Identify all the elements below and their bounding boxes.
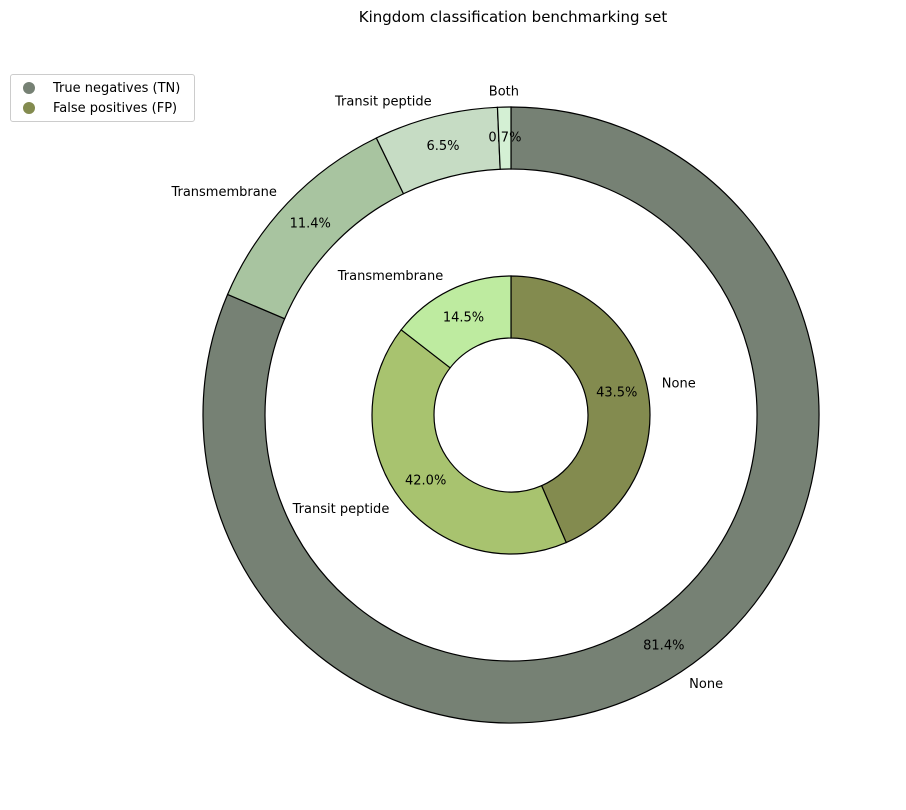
outer-slice-2-label: Transit peptide	[334, 94, 432, 109]
outer-slice-0-percent: 81.4%	[643, 639, 684, 654]
outer-slice-1-percent: 11.4%	[290, 217, 331, 232]
inner-slice-0-label: None	[662, 376, 696, 391]
inner-slice-0	[510, 275, 651, 544]
outer-slice-0-label: None	[689, 677, 723, 692]
legend-label-fp: False positives (FP)	[53, 100, 178, 116]
outer-slice-3-percent: 0.7%	[488, 131, 521, 146]
inner-slice-0-percent: 43.5%	[596, 386, 637, 401]
inner-slice-1	[371, 328, 567, 555]
inner-slice-2	[400, 275, 512, 369]
legend-marker-fp	[23, 102, 35, 114]
outer-slice-0	[202, 106, 820, 724]
legend-label-tn: True negatives (TN)	[53, 80, 181, 96]
inner-slice-2-percent: 14.5%	[443, 311, 484, 326]
legend-marker-tn	[23, 82, 35, 94]
outer-slice-1-label: Transmembrane	[170, 185, 276, 200]
legend-item-tn: True negatives (TN)	[23, 78, 180, 98]
outer-slice-2-percent: 6.5%	[426, 139, 459, 154]
inner-slice-1-label: Transit peptide	[292, 502, 390, 517]
legend-item-fp: False positives (FP)	[23, 98, 177, 118]
inner-slice-2-label: Transmembrane	[337, 269, 443, 284]
inner-slice-1-percent: 42.0%	[405, 474, 446, 489]
legend: True negatives (TN) False positives (FP)	[10, 74, 195, 122]
outer-slice-3-label: Both	[489, 85, 519, 100]
chart-title: Kingdom classification benchmarking set	[359, 8, 668, 26]
outer-slice-3	[496, 106, 512, 170]
